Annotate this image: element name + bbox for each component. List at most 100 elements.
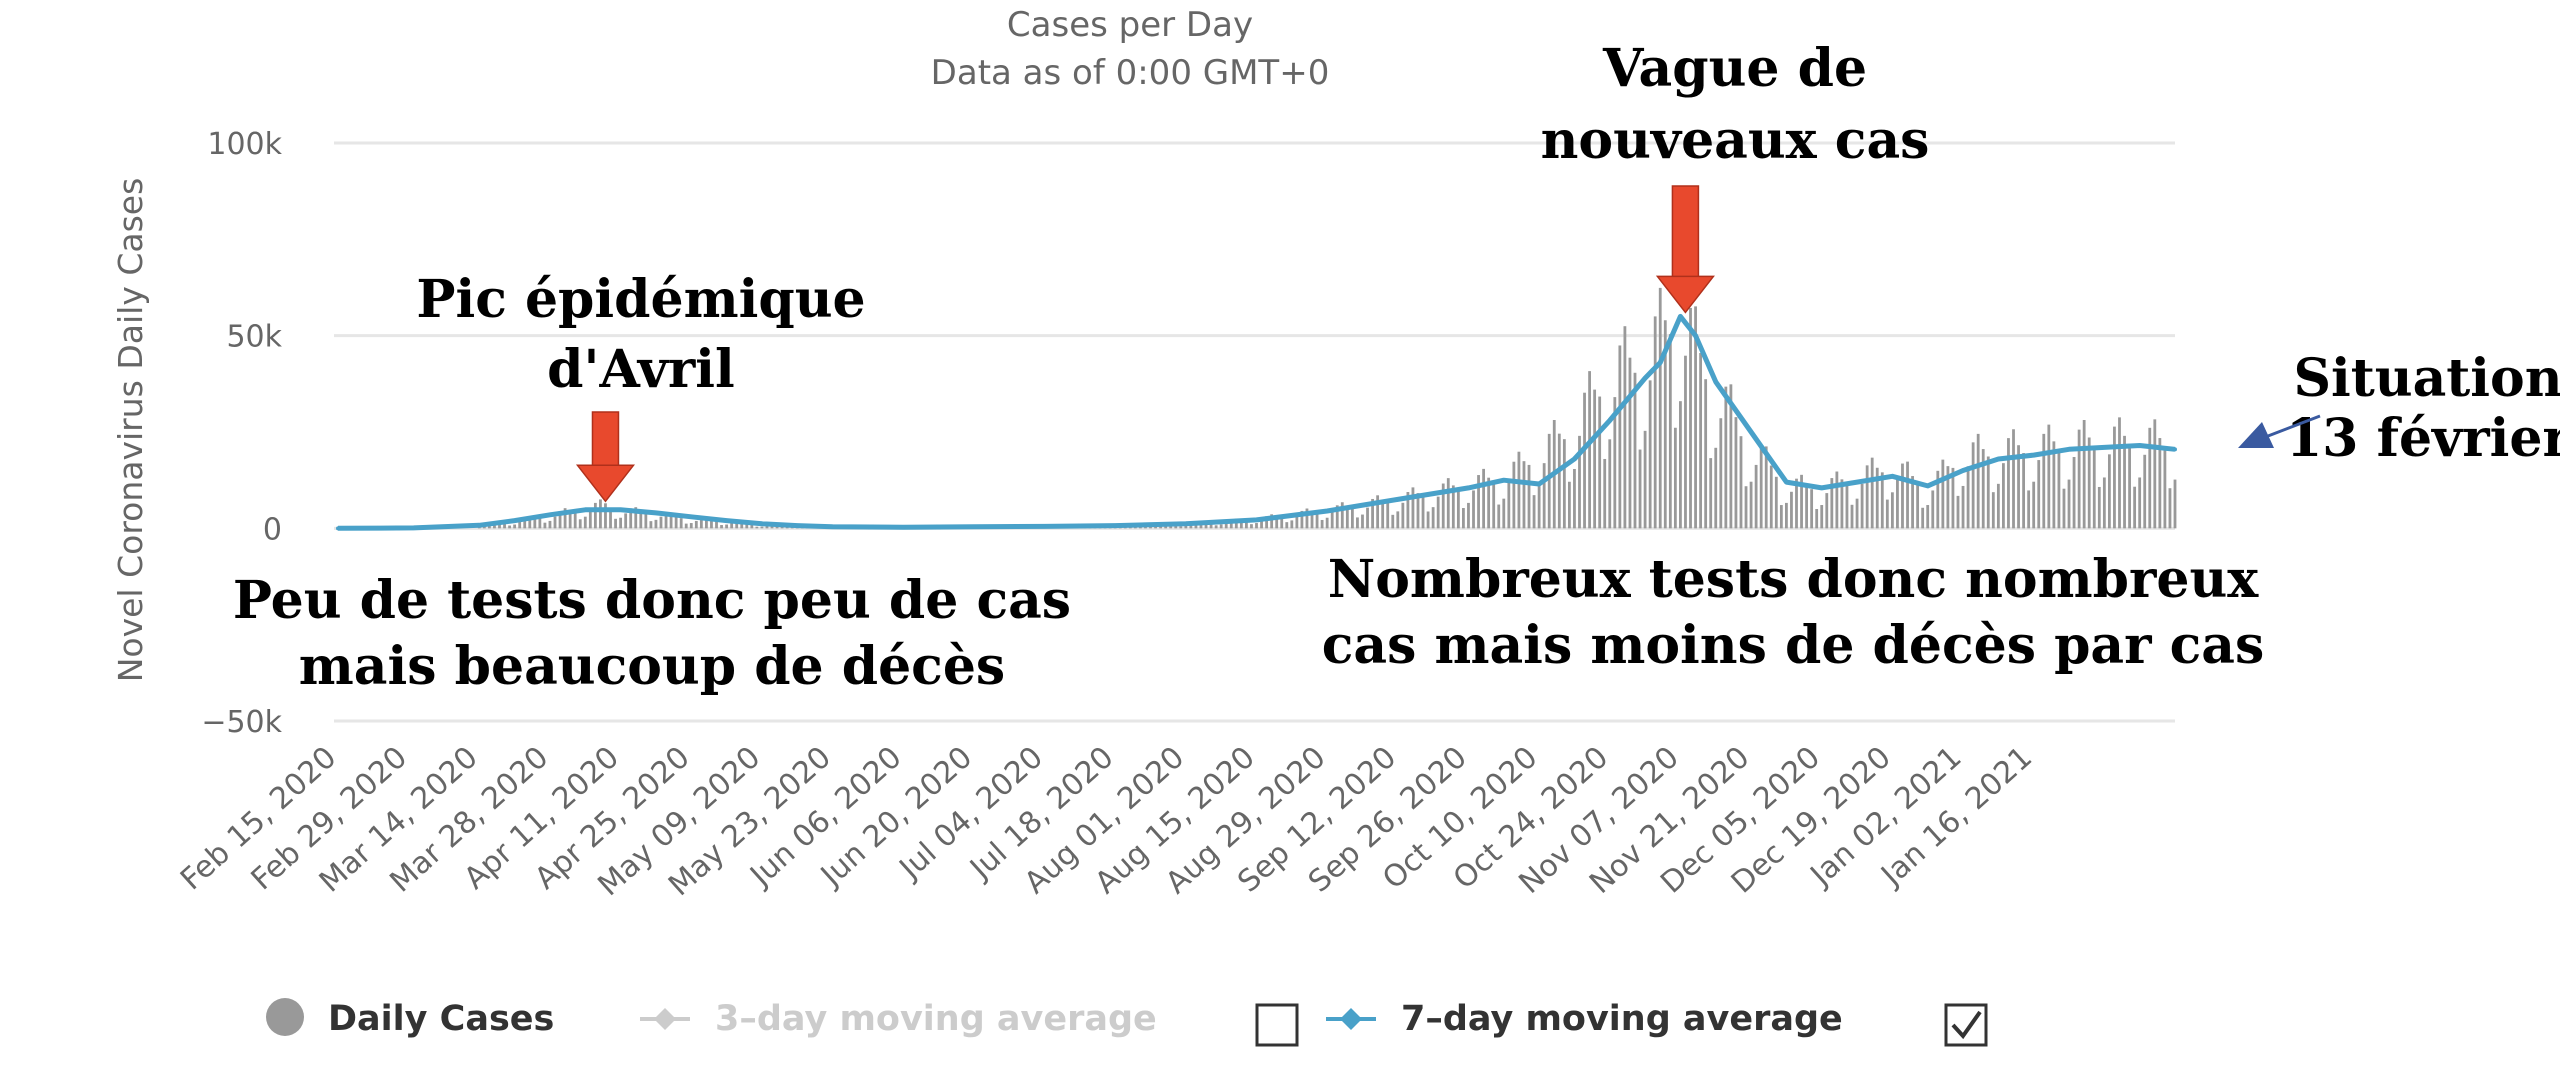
legend-daily-cases-label[interactable]: Daily Cases: [328, 999, 554, 1039]
bar: [1532, 495, 1536, 529]
bar: [1527, 464, 1531, 529]
bar: [710, 520, 713, 529]
bar: [543, 522, 547, 529]
legend-7day-checkbox[interactable]: [1944, 1003, 1988, 1047]
bar: [1643, 430, 1647, 529]
y-tick-label: −50k: [201, 705, 282, 740]
bar: [477, 527, 481, 529]
bar: [1795, 478, 1798, 529]
bar: [674, 516, 678, 529]
bar: [2107, 454, 2111, 529]
bar: [649, 521, 653, 529]
bar: [1603, 458, 1607, 529]
bar: [1361, 514, 1364, 529]
bar: [1401, 502, 1405, 529]
series-point-7-day-moving-average: [653, 510, 658, 515]
bar: [1986, 456, 1990, 529]
bar: [1446, 478, 1450, 529]
series-point-7-day-moving-average: [336, 526, 340, 531]
bar: [720, 525, 723, 529]
bar: [1441, 483, 1445, 529]
bar: [1426, 511, 1430, 529]
bar: [2012, 429, 2015, 529]
bar: [1956, 495, 1960, 529]
bar: [629, 508, 633, 529]
bar: [1588, 371, 1591, 529]
bar: [1144, 526, 1147, 529]
bar: [1472, 490, 1475, 529]
bar: [548, 520, 552, 529]
bar: [1744, 486, 1748, 529]
bar: [538, 517, 542, 529]
bar: [1668, 334, 1672, 529]
situation-arrow-shaft: [2267, 414, 2321, 438]
bar: [1684, 355, 1687, 529]
bar: [2032, 481, 2036, 529]
bar: [2037, 460, 2041, 529]
bar: [1961, 485, 1965, 529]
bar: [1906, 461, 1909, 529]
bar: [1689, 307, 1692, 529]
bar: [1487, 477, 1491, 529]
bar: [1704, 379, 1708, 529]
bar: [609, 507, 612, 529]
bar: [1593, 389, 1597, 529]
bar: [2067, 479, 2071, 529]
bar: [740, 521, 744, 529]
bar: [2062, 488, 2066, 529]
bar: [1406, 492, 1410, 529]
bar: [1219, 524, 1223, 529]
bar: [725, 524, 728, 529]
bar: [699, 518, 703, 529]
bar: [2173, 479, 2177, 529]
series-point-7-day-moving-average: [1784, 480, 1789, 485]
series-point-7-day-moving-average: [2173, 447, 2177, 452]
series-point-7-day-moving-average: [1325, 508, 1330, 513]
bar: [1381, 499, 1385, 529]
series-point-7-day-moving-average: [1537, 482, 1542, 487]
legend-3day-checkbox[interactable]: [1255, 1003, 1299, 1047]
bar: [1578, 435, 1581, 529]
chart-subtitle: Data as of 0:00 GMT+0: [931, 53, 1330, 93]
situation-arrow-head: [2238, 422, 2274, 448]
series-point-7-day-moving-average: [1693, 333, 1698, 338]
bar: [644, 513, 648, 529]
y-tick-label: 0: [263, 512, 282, 547]
bar: [2077, 429, 2081, 529]
bar: [1340, 502, 1344, 529]
bar: [2138, 477, 2142, 529]
bar: [568, 510, 572, 529]
bar: [1189, 524, 1193, 529]
bar: [1320, 519, 1324, 529]
bar: [1926, 505, 1930, 529]
bar: [1411, 487, 1415, 529]
bar: [770, 525, 774, 529]
bar: [1694, 306, 1697, 529]
bar: [1330, 512, 1334, 529]
annotation-situation-line: 13 février: [2286, 408, 2560, 469]
bar: [1845, 482, 1849, 529]
legend-7day-label[interactable]: 7–day moving average: [1401, 999, 1843, 1039]
annotation-many-tests-line: cas mais moins de décès par cas: [1322, 615, 2265, 676]
bar: [2113, 426, 2116, 529]
bar: [2007, 438, 2010, 529]
moving-average-lines: [336, 313, 2177, 531]
bar: [488, 524, 491, 529]
bar: [498, 523, 501, 529]
legend-3day-label[interactable]: 3–day moving average: [715, 999, 1157, 1039]
bar: [2027, 490, 2031, 529]
series-point-7-day-moving-average: [689, 514, 694, 519]
bar: [2163, 447, 2167, 529]
bar: [1270, 514, 1274, 529]
bar: [1285, 522, 1289, 529]
bar: [790, 527, 794, 529]
bar: [1371, 498, 1374, 529]
series-point-7-day-moving-average: [1607, 418, 1612, 423]
bar: [705, 518, 708, 529]
annotation-april-peak-line: Pic épidémique: [416, 269, 865, 330]
bar: [1497, 504, 1501, 529]
bar: [1537, 485, 1541, 529]
bar: [1265, 516, 1268, 529]
bar: [1209, 522, 1213, 529]
